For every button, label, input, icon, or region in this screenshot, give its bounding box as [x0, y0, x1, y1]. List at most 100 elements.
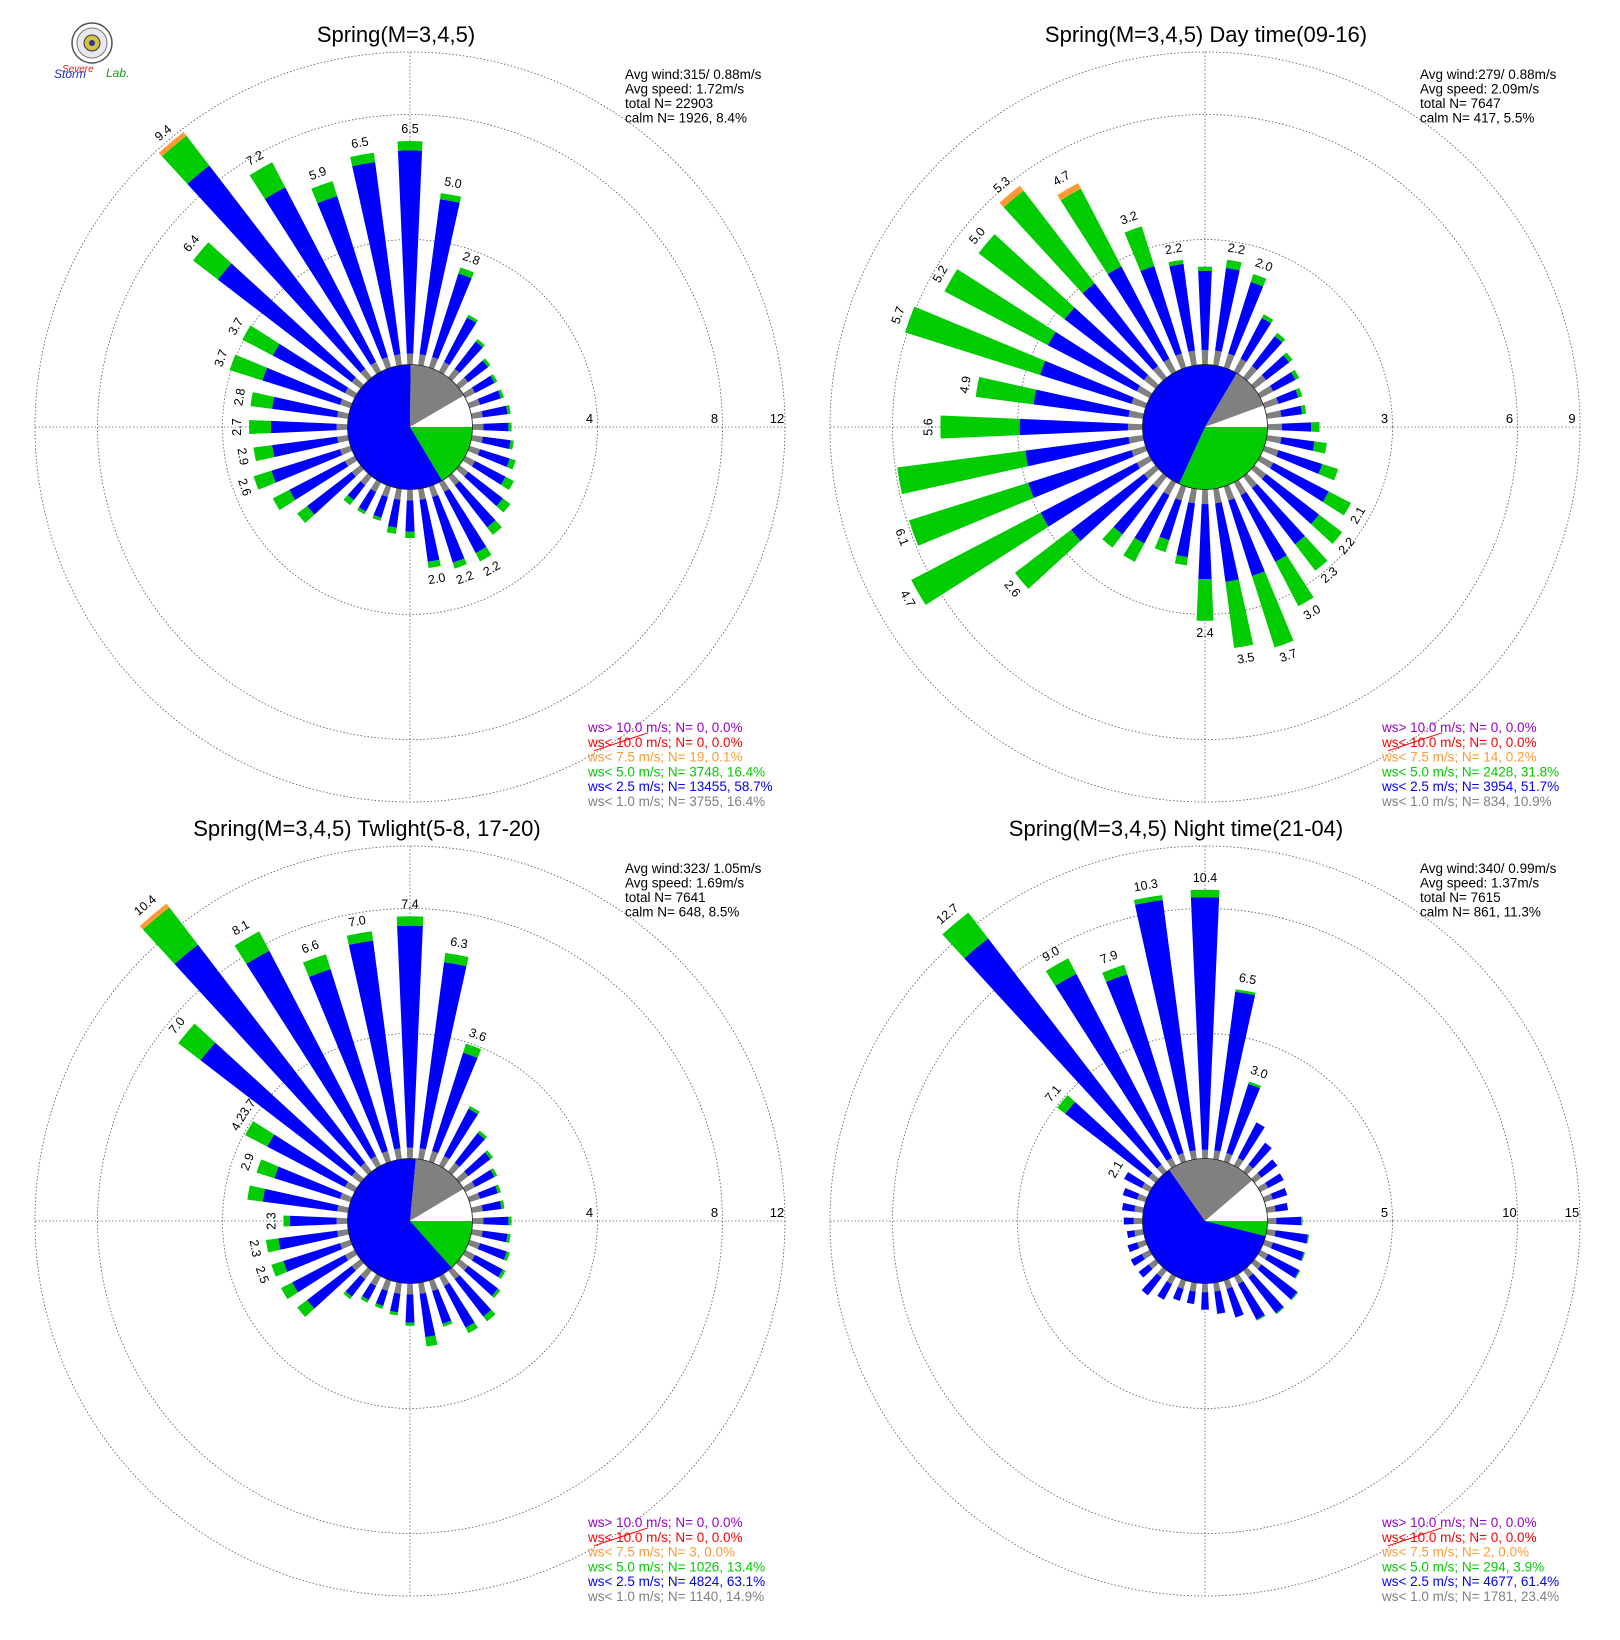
legend-entry: ws> 10.0 m/s; N= 0, 0.0% [1381, 720, 1537, 735]
bar-segment-lt1 [1213, 350, 1222, 366]
ring-label: 5 [1381, 1205, 1388, 1220]
range-ring [97, 114, 723, 740]
severe-storm-lab-logo: Storm Severe Lab. [52, 22, 144, 84]
bar-segment-lt1 [1243, 365, 1258, 381]
bar-segment-lt1 [360, 368, 372, 381]
bar-segment-lt1 [1163, 358, 1177, 375]
bar-segment-lt1 [406, 353, 414, 365]
bar-segment-lt5 [463, 1043, 482, 1058]
bar-segment-lt1 [406, 489, 414, 501]
bar-segment-lt2-5 [274, 1166, 343, 1199]
bar-segment-lt2-5 [1276, 389, 1299, 404]
bar-segment-lt2-5 [477, 390, 501, 405]
center-pie-outline [347, 1158, 473, 1284]
center-pie-outline [347, 364, 473, 490]
center-pie-white [1205, 1180, 1268, 1221]
bar-segment-lt5 [442, 1320, 453, 1327]
bar-segment-lt2-5 [405, 500, 415, 532]
bar-segment-lt5 [908, 482, 1034, 546]
bar-segment-lt5 [897, 450, 1029, 495]
bar-segment-lt5 [1295, 536, 1328, 571]
bar-segment-lt1 [471, 1229, 483, 1237]
bar-segment-lt5 [1190, 889, 1220, 898]
center-pie-white [410, 395, 473, 427]
bar-segment-lt5 [272, 489, 296, 511]
bar-label: 2.3 [1318, 564, 1340, 586]
bar-segment-lt2-5 [272, 396, 339, 418]
bar-label: 6.5 [401, 122, 418, 136]
stats-line: Avg speed: 1.69m/s [625, 876, 744, 891]
bar-segment-lt1 [1136, 385, 1153, 399]
bar-segment-lt1 [1266, 435, 1282, 444]
bar-segment-lt2-5 [1140, 266, 1182, 356]
bar-segment-lt5 [911, 512, 1049, 605]
bar-segment-lt2-5 [1270, 372, 1296, 392]
bar-segment-lt2-5 [1176, 502, 1195, 558]
bar-segment-lt2-5 [1248, 1273, 1284, 1314]
bar-segment-lt5 [1196, 578, 1214, 621]
bar-segment-lt1 [336, 423, 348, 431]
bar-segment-lt2-5 [1040, 360, 1134, 404]
bar-segment-lt2-5 [1138, 1264, 1153, 1278]
bar-segment-lt5 [495, 1184, 501, 1194]
bar-segment-lt2-5 [267, 1134, 349, 1188]
center-pie-gray [410, 364, 464, 427]
bar-segment-lt1 [394, 1282, 402, 1294]
bar-segment-lt2-5 [270, 420, 337, 434]
range-ring [829, 51, 1581, 803]
bar-label: 3.2 [1118, 208, 1139, 227]
bar-segment-lt2-5 [278, 1230, 339, 1250]
bar-segment-lt5 [942, 912, 989, 959]
bar-segment-lt5 [1102, 964, 1128, 982]
bar-segment-lt5 [249, 419, 272, 435]
stats-line: Avg wind:279/ 0.88m/s [1420, 67, 1557, 82]
bar-segment-lt1 [360, 473, 372, 486]
stats-line: total N= 7641 [625, 890, 706, 905]
bar-segment-lt1 [1267, 1217, 1277, 1225]
bar-segment-lt1 [1177, 1153, 1187, 1164]
bar-segment-lt1 [1141, 1249, 1153, 1260]
bar-segment-lt5 [357, 507, 366, 515]
bar-segment-lt5 [247, 1185, 266, 1202]
bar-segment-lt5 [1274, 332, 1286, 343]
range-ring [892, 114, 1518, 740]
legend-strike [593, 732, 649, 752]
bar-segment-lt1 [336, 1217, 348, 1225]
center-pie-blue [1142, 1169, 1266, 1284]
bar-segment-lt1 [394, 1148, 402, 1160]
range-ring [97, 908, 723, 1534]
bar-segment-lt1 [339, 1239, 353, 1250]
stats-line: total N= 22903 [625, 96, 713, 111]
bar-segment-lt1 [406, 1147, 414, 1159]
bar-segment-lt2-5 [375, 1288, 388, 1306]
bar-label: 2.5 [253, 1264, 272, 1285]
bar-segment-lt1 [462, 455, 476, 467]
bar-segment-lt2-5 [348, 940, 401, 1150]
center-pie-outline [1142, 364, 1268, 490]
bar-segment-lt2-5 [454, 481, 496, 528]
bar-segment-lt1 [1156, 1164, 1167, 1175]
bar-segment-lt5 [265, 1238, 281, 1253]
ring-label: 10 [1502, 1205, 1516, 1220]
bar-segment-lt7-5 [1057, 183, 1081, 201]
bar-segment-lt2-5 [1071, 473, 1149, 542]
bar-segment-lt2-5 [481, 436, 511, 449]
center-pie-green [410, 1221, 473, 1268]
bar-segment-lt5 [1133, 895, 1163, 905]
bar-segment-lt2-5 [964, 938, 1162, 1169]
bar-segment-lt2-5 [454, 1132, 485, 1167]
bar-segment-lt1 [1166, 1273, 1177, 1285]
ring-label: 4 [586, 411, 593, 426]
bar-segment-lt1 [1233, 1273, 1244, 1285]
bar-segment-lt1 [1156, 1267, 1167, 1278]
bar-segment-lt2-5 [1122, 1187, 1140, 1200]
bar-segment-lt1 [467, 398, 481, 409]
bar-segment-lt5 [311, 181, 338, 204]
bar-segment-lt1 [467, 1239, 481, 1250]
bar-segment-lt5 [975, 376, 1037, 405]
bar-segment-lt1 [351, 1171, 364, 1183]
bar-label: 3.0 [1301, 602, 1323, 623]
bar-segment-lt2-5 [1124, 1171, 1145, 1189]
bar-segment-lt1 [1131, 445, 1148, 457]
bar-segment-lt1 [1243, 473, 1258, 489]
